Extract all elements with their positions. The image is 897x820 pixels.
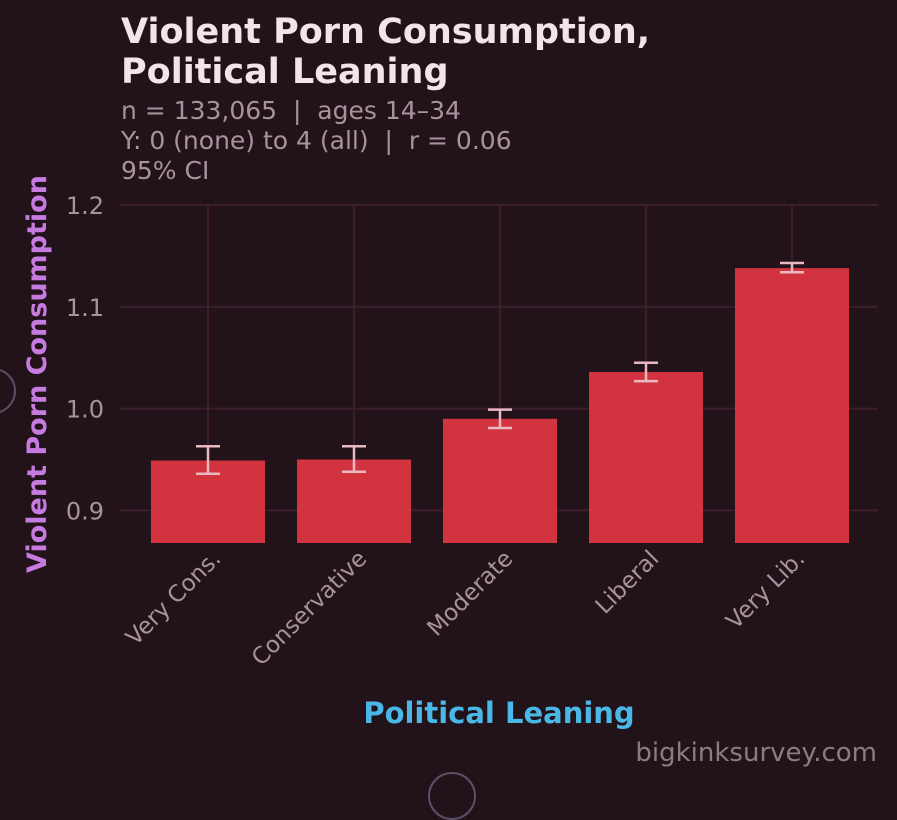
x-tick-label: Very Lib. <box>721 546 810 635</box>
y-axis-title: Violent Porn Consumption <box>22 175 53 573</box>
chart-title: Violent Porn Consumption, Political Lean… <box>121 12 650 92</box>
bar-chart: 0.9 1.0 1.1 1.2 Very Cons. Conservative Modera… <box>22 175 878 730</box>
x-axis-title: Political Leaning <box>363 696 634 730</box>
subtitle-sample-size: n = 133,065 | ages 14–34 <box>121 96 461 125</box>
subtitle-scale: Y: 0 (none) to 4 (all) | r = 0.06 <box>121 126 512 155</box>
subtitle-ci: 95% CI <box>121 156 210 185</box>
bar <box>443 418 557 543</box>
error-bar <box>342 445 366 473</box>
x-tick-label: Very Cons. <box>121 546 226 651</box>
chart-title-line-2: Political Leaning <box>121 52 449 92</box>
chart-subtitle: n = 133,065 | ages 14–34 Y: 0 (none) to … <box>121 96 512 186</box>
error-bar <box>780 261 804 274</box>
error-bar <box>196 445 220 476</box>
x-tick-label: Moderate <box>423 546 519 642</box>
watermark: bigkinksurvey.com <box>635 738 877 768</box>
bar <box>297 459 411 543</box>
y-tick-label: 0.9 <box>66 497 104 525</box>
x-tick-label: Liberal <box>591 546 664 619</box>
y-tick-label: 1.1 <box>66 294 104 322</box>
chart-title-line-1: Violent Porn Consumption, <box>121 12 651 52</box>
error-bar <box>488 408 512 430</box>
error-bar <box>634 361 658 383</box>
bar <box>589 371 703 543</box>
bar <box>735 268 849 543</box>
y-tick-label: 1.0 <box>66 396 104 424</box>
y-tick-label: 1.2 <box>66 192 104 220</box>
x-tick-label: Conservative <box>247 546 372 671</box>
edge-circle-bottom <box>428 772 476 820</box>
